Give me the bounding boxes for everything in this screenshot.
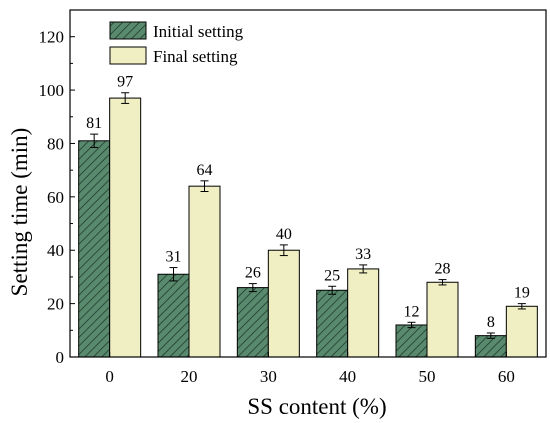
error-bar [169, 267, 178, 282]
bar-final-setting-40 [347, 268, 380, 358]
data-label: 19 [514, 285, 530, 302]
data-label: 40 [276, 226, 292, 243]
x-tick-label: 20 [181, 367, 198, 386]
bar-final-setting-0 [109, 97, 142, 358]
data-label: 26 [245, 265, 261, 282]
error-bar [438, 279, 447, 286]
bar-final-setting-20 [188, 185, 221, 358]
data-label: 33 [355, 246, 371, 263]
data-label: 8 [487, 314, 495, 331]
bar-final-setting-30 [267, 249, 300, 358]
bar-initial-setting-20 [157, 273, 190, 358]
x-tick-label: 40 [339, 367, 356, 386]
bar-final-setting-60 [505, 305, 538, 358]
legend-label-initial-setting: Initial setting [153, 22, 244, 41]
y-tick-label: 80 [47, 134, 64, 153]
bar-initial-setting-0 [78, 140, 111, 358]
bar-initial-setting-30 [236, 287, 269, 358]
bar-initial-setting-40 [316, 289, 349, 358]
axes-layer: 0 20 30 40 50 60 0 20 40 60 80 100 120 [39, 9, 547, 386]
legend-label-final-setting: Final setting [153, 47, 238, 66]
error-bar [359, 264, 368, 274]
data-label: 12 [404, 303, 420, 320]
y-tick-label: 120 [39, 28, 65, 47]
data-label: 25 [324, 267, 340, 284]
legend: Initial setting Final setting [109, 21, 244, 66]
y-tick-label: 0 [56, 348, 65, 367]
data-label: 97 [117, 74, 133, 91]
bar-initial-setting-50 [395, 324, 428, 358]
error-bar [328, 285, 337, 295]
data-label: 64 [197, 162, 213, 179]
error-bar [407, 321, 416, 329]
legend-swatch-initial-setting [109, 21, 147, 40]
x-tick-label: 0 [105, 367, 114, 386]
plot-frame [69, 9, 547, 358]
y-tick-label: 100 [39, 81, 65, 100]
x-tick-label: 60 [498, 367, 515, 386]
y-tick-label: 40 [47, 241, 64, 260]
x-axis-label: SS content (%) [247, 394, 386, 419]
bar-final-setting-50 [426, 281, 459, 358]
bars-layer: 81 97 31 64 26 40 25 33 12 28 8 19 [78, 74, 538, 358]
y-tick-label: 20 [47, 295, 64, 314]
legend-swatch-final-setting [109, 46, 147, 65]
data-label: 31 [166, 249, 182, 266]
error-bar [248, 283, 257, 293]
error-bar [486, 332, 495, 339]
error-bar [121, 92, 130, 104]
x-tick-label: 50 [419, 367, 436, 386]
error-bar [90, 133, 99, 148]
error-bar [279, 244, 288, 257]
data-label: 81 [86, 115, 102, 132]
y-axis-label: Setting time (min) [7, 128, 32, 297]
bar-initial-setting-60 [474, 335, 507, 358]
x-tick-label: 30 [260, 367, 277, 386]
error-bar [517, 303, 526, 310]
data-label: 28 [435, 261, 451, 278]
error-bar [200, 180, 209, 193]
y-tick-label: 60 [47, 188, 64, 207]
